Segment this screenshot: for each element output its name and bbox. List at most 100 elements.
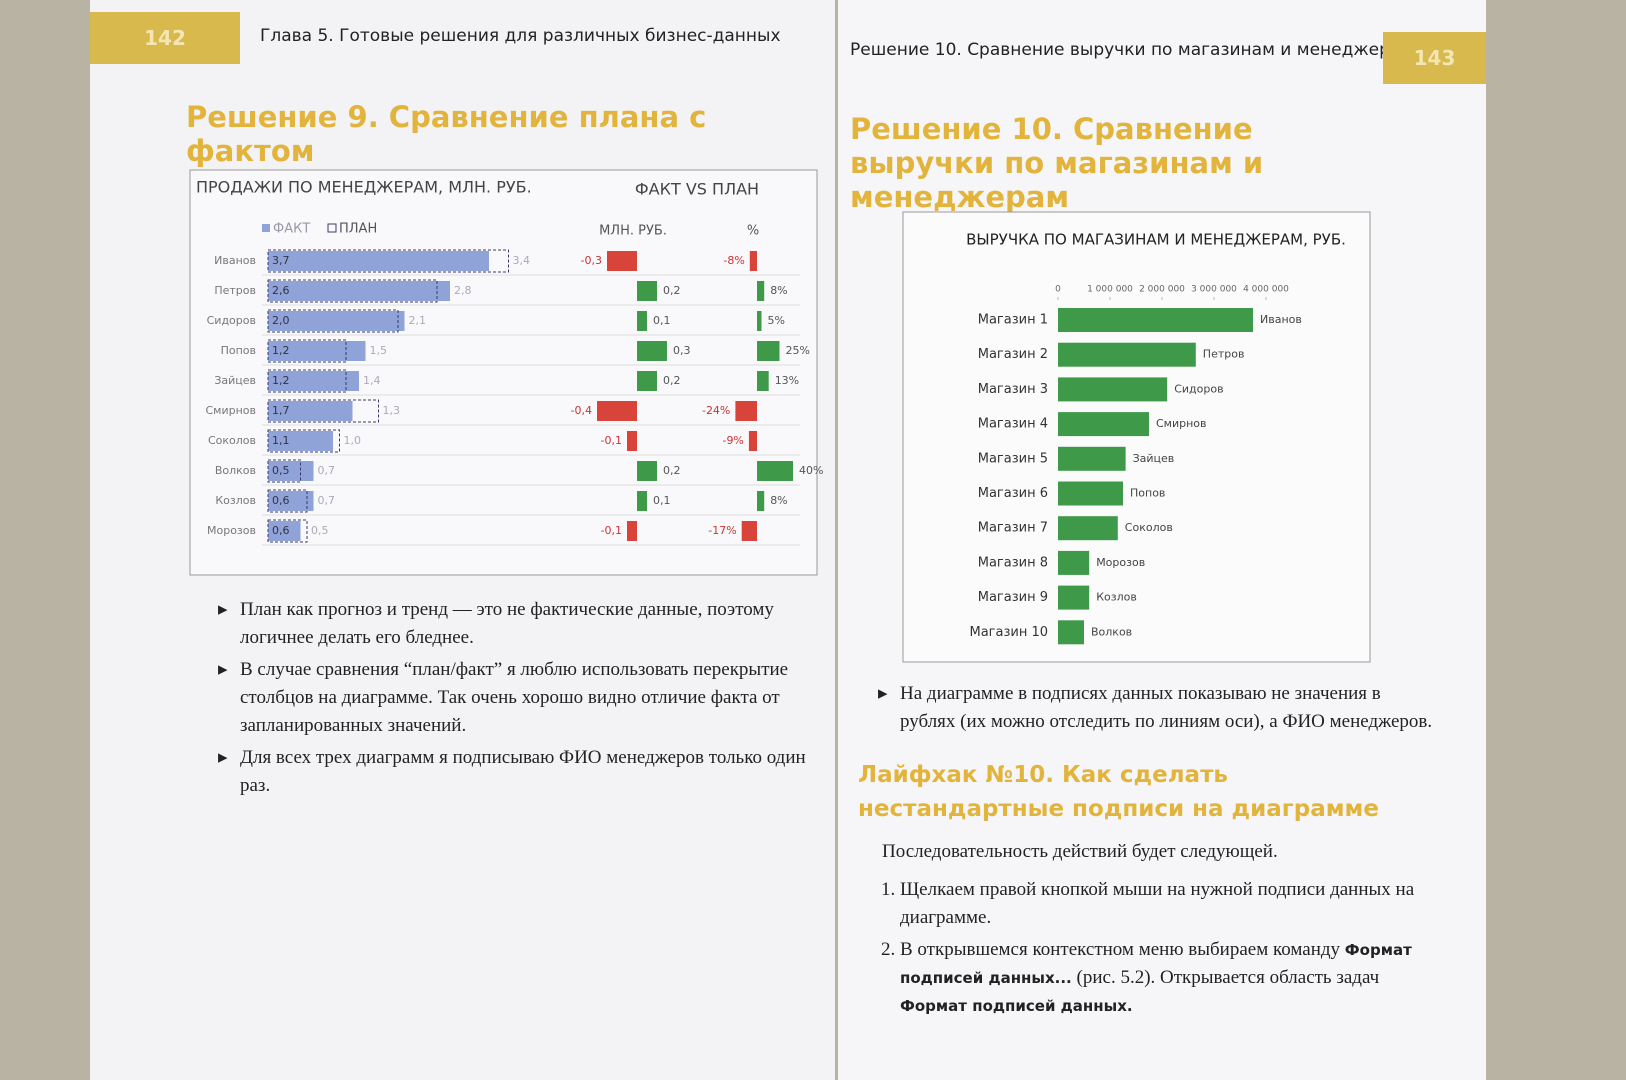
- value-label: 0,2: [663, 374, 681, 387]
- bullet-list: План как прогноз и тренд — это не фактич…: [240, 596, 820, 800]
- bar-plan: [267, 489, 308, 513]
- legend-swatch: [327, 223, 337, 233]
- data-label: Соколов: [1125, 521, 1173, 534]
- bullets: План как прогноз и тренд — это не фактич…: [240, 596, 820, 804]
- value-label: -17%: [708, 524, 736, 537]
- value-label: 0,5: [311, 524, 329, 537]
- diff-bar: [637, 311, 647, 331]
- value-label: -24%: [702, 404, 730, 417]
- value-label: 2,1: [409, 314, 427, 327]
- data-label: Козлов: [1096, 591, 1137, 604]
- bar: [1058, 516, 1118, 541]
- bar: [1058, 412, 1149, 437]
- bullets: На диаграмме в подписях данных показываю…: [900, 680, 1440, 740]
- diff-bar: [627, 521, 637, 541]
- legend-label: ПЛАН: [339, 222, 377, 237]
- category-label: Магазин 2: [978, 347, 1048, 362]
- diff-bar: [757, 341, 780, 361]
- value-label: 13%: [775, 374, 799, 387]
- bar-plan: [267, 309, 399, 333]
- diff-bar: [637, 491, 647, 511]
- step: Щелкаем правой кнопкой мыши на нужной по…: [900, 876, 1438, 932]
- value-label: -9%: [722, 434, 743, 447]
- x-tick-label: 1 000 000: [1087, 285, 1133, 295]
- bar: [1058, 308, 1253, 332]
- step: В открывшемся контекстном меню выбираем …: [900, 936, 1438, 1020]
- diff-bar: [757, 311, 762, 331]
- paragraph: Последовательность действий будет следую…: [882, 841, 1278, 862]
- value-label: 1,5: [370, 344, 388, 357]
- bullet-list: На диаграмме в подписях данных показываю…: [900, 680, 1440, 736]
- bar-fact: [268, 401, 353, 421]
- value-label: 1,3: [383, 404, 401, 417]
- bar-fact: [268, 521, 301, 541]
- data-label: Петров: [1203, 348, 1245, 361]
- bar-plan: [267, 279, 438, 303]
- bar: [1058, 377, 1168, 402]
- text: Щелкаем правой кнопкой мыши на нужной по…: [900, 879, 1415, 928]
- running-header: Глава 5. Готовые решения для различных б…: [260, 26, 781, 46]
- bar: [1058, 342, 1196, 367]
- value-label: -0,1: [601, 434, 622, 447]
- diff-bar: [607, 251, 637, 271]
- category-label: Соколов: [208, 434, 256, 447]
- value-label: 8%: [770, 494, 787, 507]
- category-label: Козлов: [215, 494, 256, 507]
- diff-bar: [597, 401, 637, 421]
- value-label: 2,0: [272, 314, 290, 327]
- value-label: 1,1: [272, 434, 290, 447]
- diff-bar: [735, 401, 757, 421]
- value-label: 1,2: [272, 374, 290, 387]
- data-label: Сидоров: [1174, 382, 1223, 395]
- bar-fact: [268, 311, 405, 331]
- legend-label: ФАКТ: [273, 222, 310, 237]
- page-number: 143: [1383, 32, 1486, 84]
- text: (рис. 5.2). Открывается область задач: [1071, 967, 1380, 988]
- bar: [1058, 481, 1123, 506]
- value-label: 0,5: [272, 464, 290, 477]
- diff-bar: [757, 281, 765, 301]
- value-label: -0,4: [571, 404, 592, 417]
- diff-bar: [627, 431, 637, 451]
- bullet: План как прогноз и тренд — это не фактич…: [240, 596, 820, 652]
- value-label: 0,1: [653, 494, 671, 507]
- bar: [1058, 620, 1084, 645]
- category-label: Магазин 6: [978, 486, 1048, 501]
- category-label: Магазин 4: [978, 417, 1048, 432]
- x-tick-label: 4 000 000: [1243, 285, 1289, 295]
- bar-plan: [267, 519, 308, 543]
- bar-fact: [268, 341, 366, 361]
- value-label: 0,1: [653, 314, 671, 327]
- bar-plan: [267, 249, 509, 273]
- value-label: 5%: [768, 314, 785, 327]
- value-label: -8%: [723, 254, 744, 267]
- steps: Щелкаем правой кнопкой мыши на нужной по…: [878, 876, 1438, 1024]
- value-label: 0,3: [673, 344, 691, 357]
- category-label: Магазин 10: [969, 625, 1048, 640]
- category-label: Попов: [221, 344, 256, 357]
- category-label: Магазин 7: [978, 521, 1048, 536]
- bullet: Для всех трех диаграмм я подписываю ФИО …: [240, 744, 820, 800]
- category-label: Волков: [215, 464, 256, 477]
- value-label: 3,4: [513, 254, 531, 267]
- chart-frame: [902, 211, 1371, 663]
- bold-text: Формат подписей данных...: [900, 941, 1412, 987]
- bar-plan: [267, 429, 340, 453]
- diff-bar: [637, 371, 657, 391]
- heading: Решение 10. Сравнение выручки по магазин…: [850, 112, 1264, 214]
- value-label: 1,2: [272, 344, 290, 357]
- bar-fact: [268, 371, 359, 391]
- bar: [1058, 585, 1090, 610]
- diff-bar: [757, 371, 769, 391]
- x-tick-label: 3 000 000: [1191, 285, 1237, 295]
- diff-bar: [748, 431, 757, 451]
- diff-bar: [741, 521, 757, 541]
- category-label: Петров: [214, 284, 256, 297]
- category-label: Смирнов: [205, 404, 256, 417]
- category-label: Магазин 9: [978, 590, 1048, 605]
- lifehack-heading: Лайфхак №10. Как сделать нестандартные п…: [858, 762, 1379, 822]
- value-label: 0,7: [318, 464, 336, 477]
- chart-title: ФАКТ VS ПЛАН: [635, 180, 759, 199]
